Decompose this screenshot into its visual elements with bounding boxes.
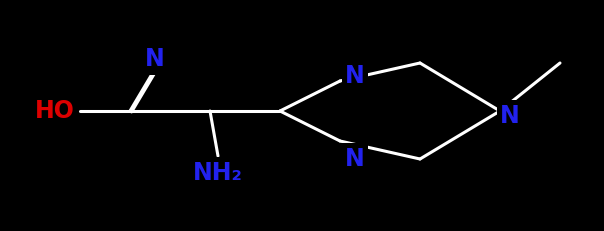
Text: N: N [145,47,165,71]
Text: NH₂: NH₂ [193,161,243,185]
Text: N: N [500,104,520,128]
Text: N: N [345,64,365,88]
Text: HO: HO [35,99,75,123]
Text: N: N [345,147,365,171]
